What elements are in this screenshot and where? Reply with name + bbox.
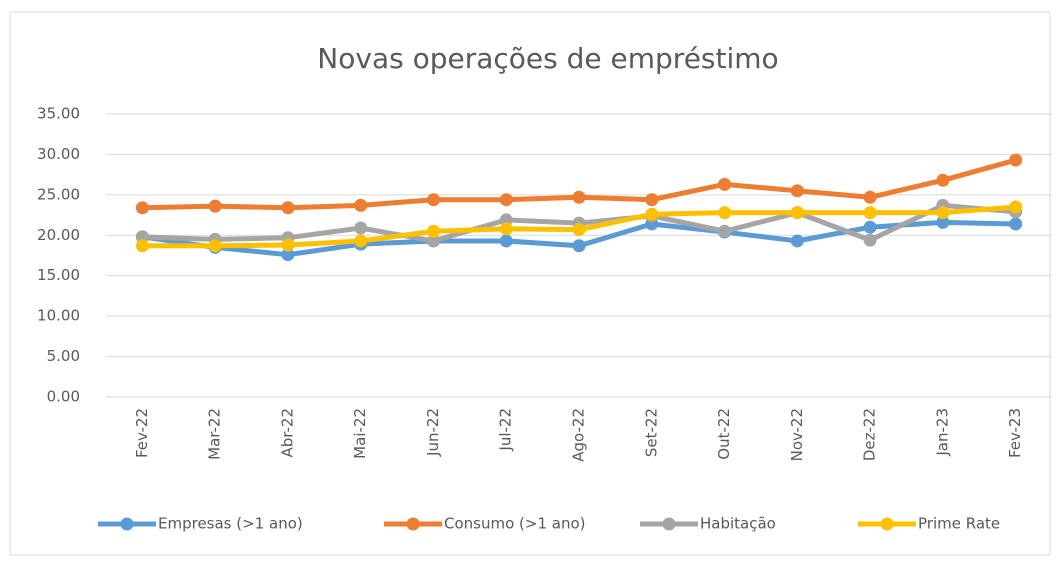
data-point	[1009, 217, 1023, 231]
data-point	[936, 215, 950, 229]
data-point	[208, 239, 222, 253]
data-point	[426, 224, 440, 238]
legend-label: Prime Rate	[918, 515, 1000, 533]
data-point	[135, 239, 149, 253]
data-point	[863, 206, 877, 220]
x-tick-label: Nov-22	[788, 408, 806, 461]
data-point	[572, 223, 586, 237]
data-point	[208, 199, 222, 213]
x-tick-label: Ago-22	[570, 408, 588, 462]
data-point	[572, 239, 586, 253]
data-point	[790, 206, 804, 220]
data-point	[718, 177, 732, 191]
data-point	[936, 206, 950, 220]
y-tick-label: 30.00	[37, 145, 80, 163]
data-point	[790, 184, 804, 198]
data-point	[426, 234, 440, 248]
data-point	[1009, 200, 1023, 214]
legend-marker	[880, 517, 894, 531]
data-point	[135, 201, 149, 215]
y-tick-label: 10.00	[37, 307, 80, 325]
data-point	[499, 234, 513, 248]
data-point	[936, 173, 950, 187]
y-tick-label: 25.00	[37, 185, 80, 203]
data-point	[354, 234, 368, 248]
x-tick-label: Abr-22	[278, 408, 296, 458]
y-tick-label: 20.00	[37, 226, 80, 244]
x-tick-label: Mai-22	[351, 408, 369, 459]
data-point	[281, 238, 295, 252]
y-tick-label: 35.00	[37, 105, 80, 123]
x-tick-label: Jun-22	[424, 408, 442, 457]
data-point	[499, 222, 513, 236]
data-point	[354, 221, 368, 235]
legend-marker	[406, 517, 420, 531]
y-tick-label: 15.00	[37, 266, 80, 284]
data-point	[790, 234, 804, 248]
y-tick-label: 5.00	[47, 347, 80, 365]
data-point	[863, 220, 877, 234]
legend-marker	[120, 517, 134, 531]
data-point	[281, 201, 295, 215]
data-point	[281, 248, 295, 262]
x-tick-label: Jul-22	[497, 408, 515, 452]
data-point	[135, 230, 149, 244]
data-point	[863, 233, 877, 247]
data-point	[863, 190, 877, 204]
data-point	[645, 207, 659, 221]
x-tick-label: Jan-23	[933, 408, 951, 457]
x-tick-label: Out-22	[715, 408, 733, 460]
x-tick-label: Set-22	[642, 408, 660, 457]
legend-label: Habitação	[700, 515, 776, 533]
legend-label: Consumo (>1 ano)	[444, 515, 586, 533]
data-point	[572, 190, 586, 204]
legend-marker	[662, 517, 676, 531]
x-tick-label: Fev-23	[1006, 408, 1024, 458]
data-point	[718, 206, 732, 220]
y-tick-label: 0.00	[47, 388, 80, 406]
x-tick-label: Dez-22	[861, 408, 879, 461]
x-tick-label: Fev-22	[133, 408, 151, 458]
legend-label: Empresas (>1 ano)	[158, 515, 303, 533]
data-point	[645, 193, 659, 207]
data-point	[499, 193, 513, 207]
data-point	[499, 213, 513, 227]
chart-frame	[9, 11, 1051, 556]
data-point	[718, 224, 732, 238]
data-point	[354, 198, 368, 212]
x-tick-label: Mar-22	[206, 408, 224, 460]
chart-title: Novas operações de empréstimo	[317, 42, 778, 75]
data-point	[1009, 153, 1023, 167]
data-point	[426, 193, 440, 207]
